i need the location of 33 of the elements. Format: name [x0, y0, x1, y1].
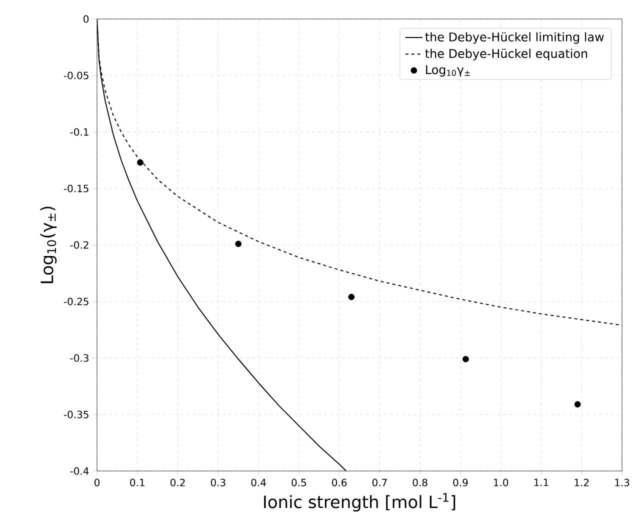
x-tick-label: 1.3 — [615, 478, 630, 486]
y-tick-label: -0.2 — [70, 241, 88, 249]
y-tick-label: 0 — [84, 15, 89, 23]
x-tick-label: 1.0 — [494, 478, 508, 486]
point — [348, 294, 355, 300]
x-tick-label: 0.2 — [170, 478, 185, 486]
y-tick-label: -0.15 — [64, 184, 88, 192]
y-tick-label: -0.25 — [64, 298, 88, 306]
y-tick-label: -0.05 — [64, 72, 88, 80]
x-tick-label: 0.9 — [453, 478, 468, 486]
point — [235, 240, 242, 248]
legend-label: Log$_{10}$γ$_{±}$ — [426, 65, 470, 77]
x-tick-label: 0.8 — [412, 478, 428, 486]
legend-label: the Debye-Hückel equation — [425, 48, 588, 60]
x-tick-label: 0 — [94, 478, 100, 486]
x-tick-label: 0.4 — [251, 478, 266, 486]
x-tick-label: 0.6 — [332, 478, 347, 486]
x-tick-label: 1.1 — [534, 478, 548, 486]
x-tick-label: 0.5 — [292, 478, 306, 486]
y-tick-label: -0.1 — [70, 128, 88, 136]
x-tick-label: 0.3 — [210, 478, 226, 486]
x-tick-label: 0.7 — [372, 478, 387, 486]
x-tick-label: 0.1 — [130, 478, 144, 486]
y-tick-label: -0.3 — [70, 354, 88, 362]
legend-label: the Debye-Hückel limiting law — [425, 32, 604, 44]
point — [137, 159, 144, 166]
x-axis-title: Ionic strength [mol L$^{-1}$] — [264, 493, 456, 512]
y-tick-label: -0.35 — [64, 410, 88, 418]
x-tick-label: 1.2 — [574, 478, 589, 486]
y-axis-title: Log$_{10}$(γ$_{±}$) — [40, 206, 57, 284]
y-tick-label: -0.4 — [70, 467, 89, 475]
point — [574, 401, 581, 408]
point — [462, 356, 469, 362]
